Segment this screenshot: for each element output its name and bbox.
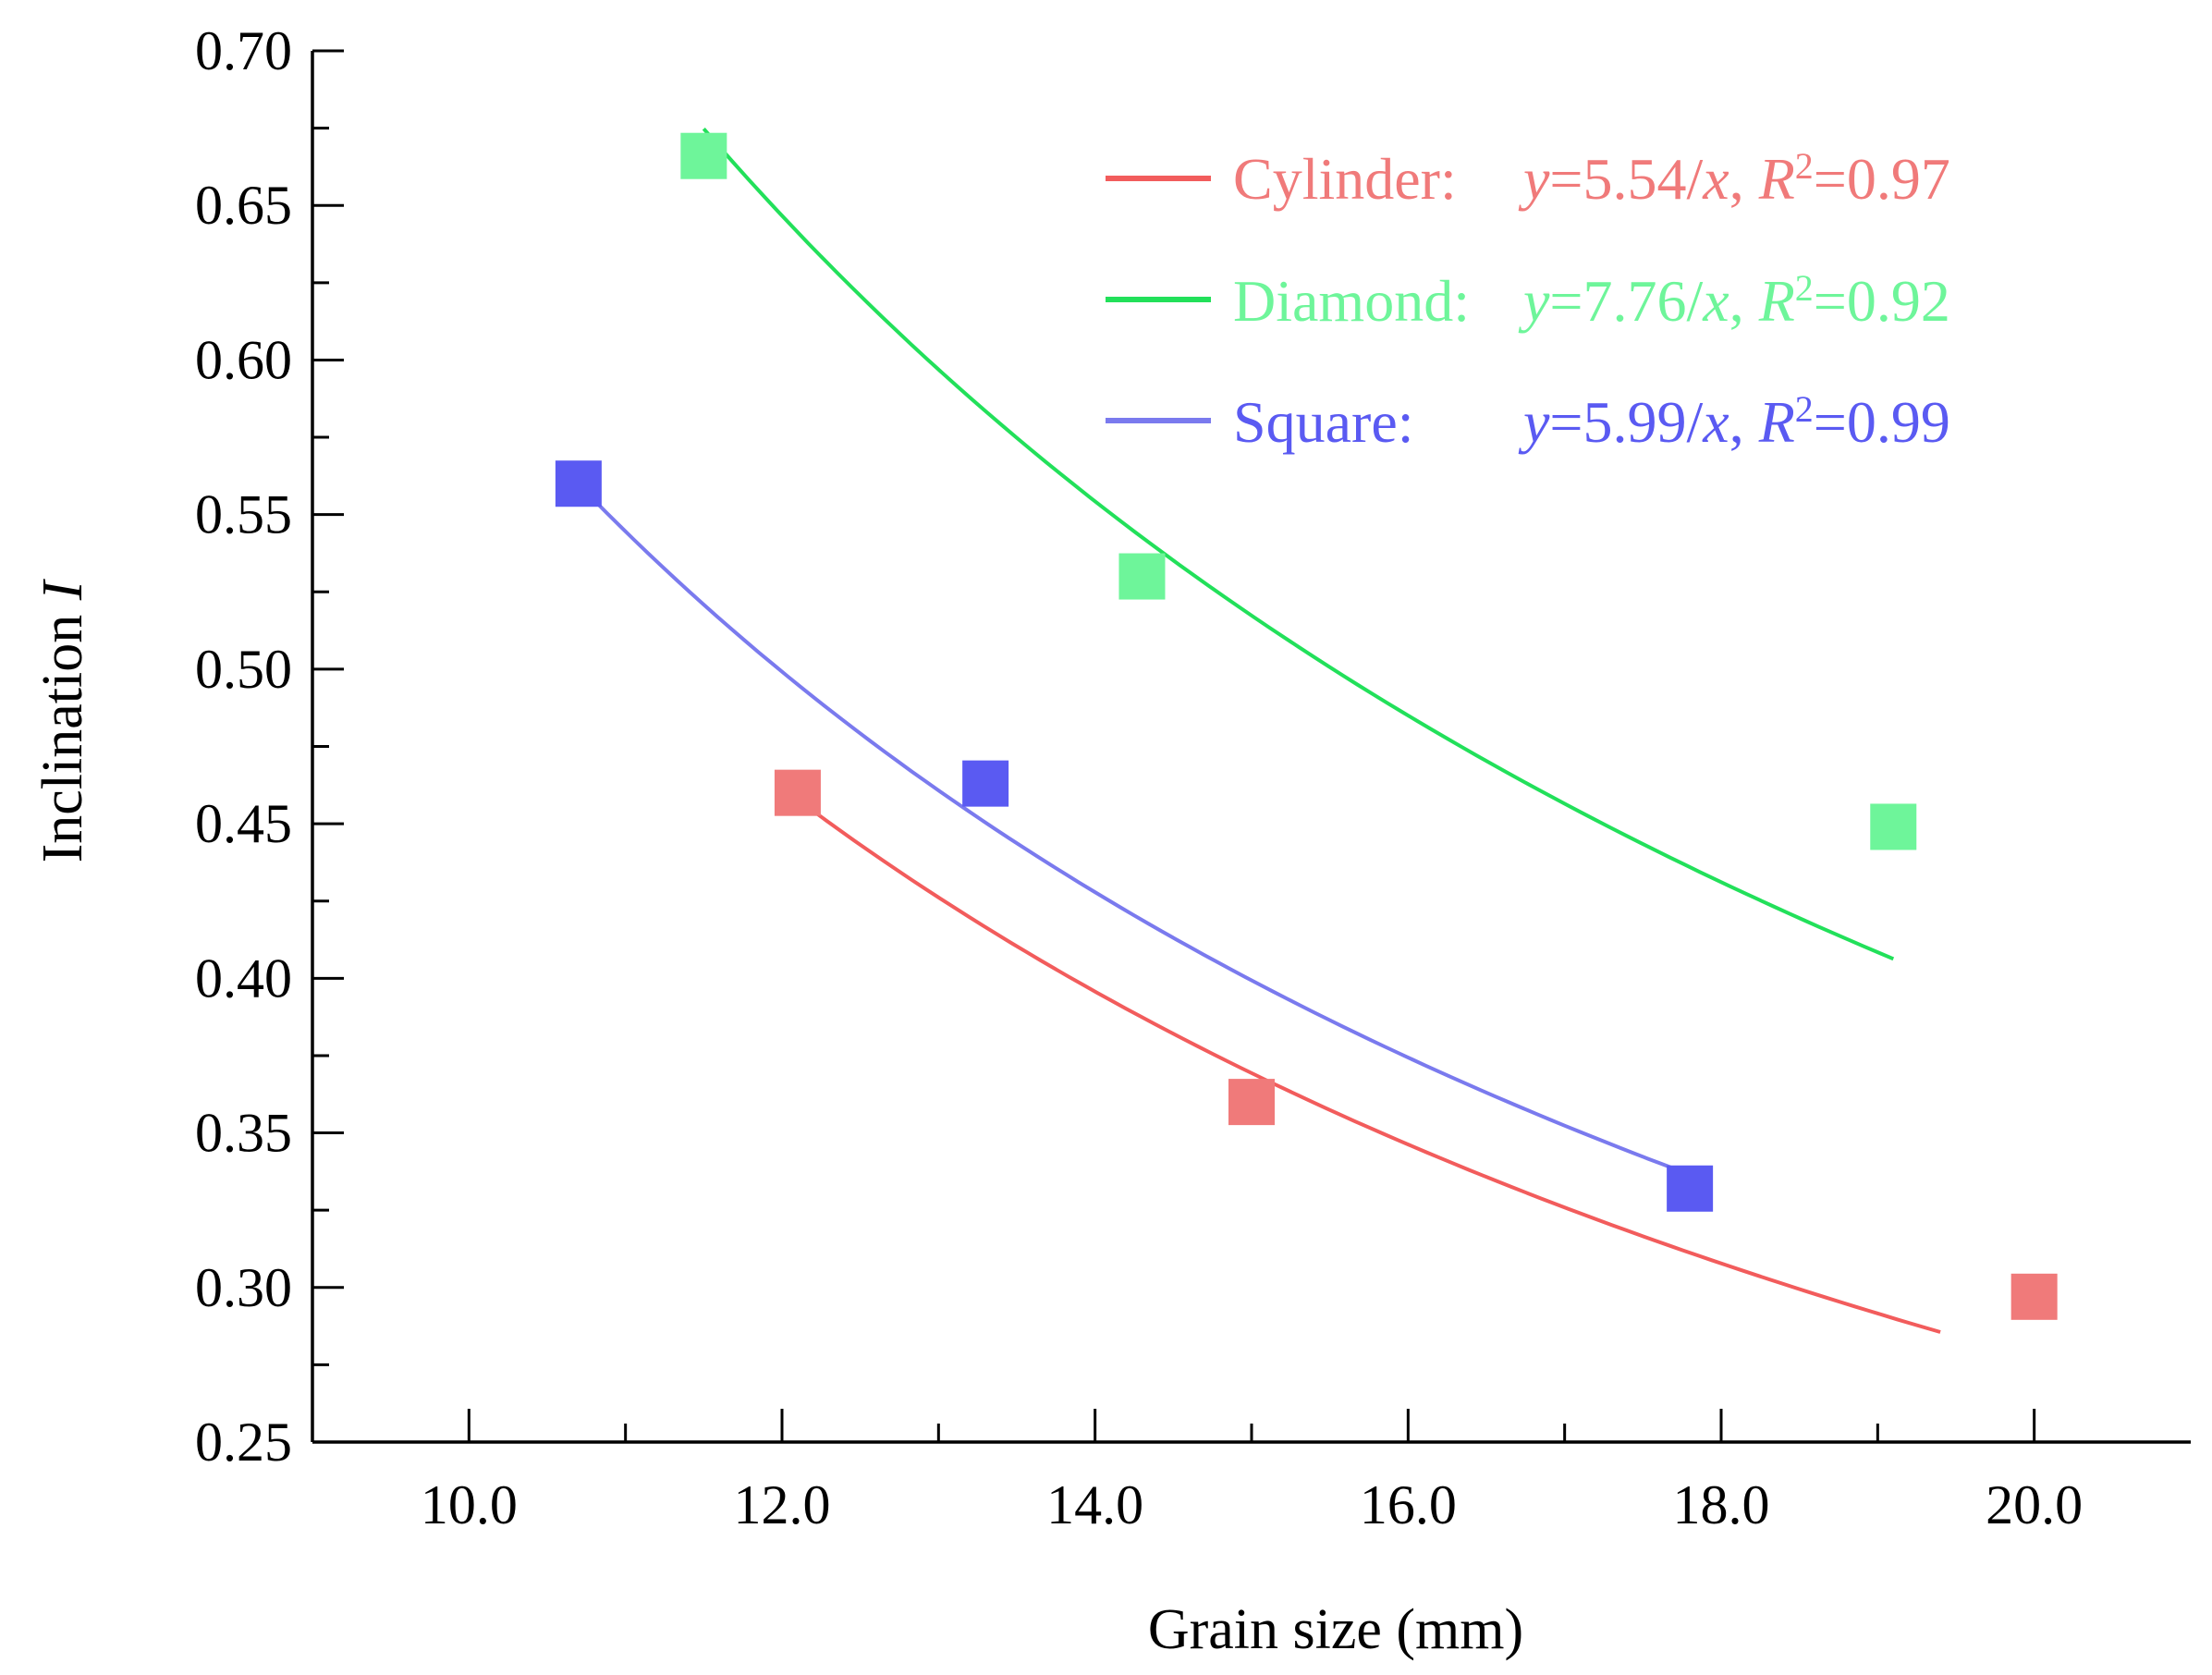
legend: Cylinder: y=5.54/x, R2=0.97 Diamond: y=7… <box>1106 145 1950 455</box>
y-axis-title-main: Inclination <box>31 600 94 862</box>
y-tick-label: 0.35 <box>195 1103 292 1164</box>
y-tick-label: 0.45 <box>195 793 292 854</box>
y-tick-label: 0.60 <box>195 329 292 390</box>
y-tick-label: 0.40 <box>195 948 292 1009</box>
data-point-cylinder <box>774 769 821 816</box>
legend-entry-cylinder: Cylinder: y=5.54/x, R2=0.97 <box>1106 145 1950 212</box>
y-tick-label: 0.25 <box>195 1412 292 1473</box>
legend-label-diamond: Diamond: <box>1233 268 1470 334</box>
fit-curve-cylinder <box>796 798 1941 1334</box>
fit-curve-square <box>577 483 1691 1177</box>
axes-group <box>311 49 2191 1444</box>
legend-label-cylinder: Cylinder: <box>1233 146 1457 212</box>
y-tick-label: 0.65 <box>195 175 292 236</box>
legend-equation-square: y=5.99/x, R2=0.99 <box>1518 388 1950 455</box>
data-point-square <box>555 460 602 507</box>
legend-entry-diamond: Diamond: y=7.76/x, R2=0.92 <box>1106 267 1950 334</box>
data-point-cylinder <box>1228 1079 1275 1126</box>
data-point-diamond <box>1118 553 1166 600</box>
y-tick-label: 0.30 <box>195 1257 292 1318</box>
y-axis-title-var: I <box>31 578 94 601</box>
x-tick-label: 12.0 <box>734 1474 831 1535</box>
data-points-group <box>555 132 2058 1320</box>
legend-equation-diamond: y=7.76/x, R2=0.92 <box>1518 267 1950 334</box>
y-tick-label: 0.55 <box>195 484 292 545</box>
y-axis-title: Inclination I <box>31 578 94 862</box>
x-axis-title: Grain size (mm) <box>1148 1598 1523 1661</box>
y-tick-label: 0.50 <box>195 639 292 700</box>
data-point-cylinder <box>2010 1273 2058 1320</box>
fit-curve-diamond <box>702 127 1895 961</box>
x-tick-label: 20.0 <box>1986 1474 2083 1535</box>
fit-curves-group <box>577 127 1941 1334</box>
y-tick-label: 0.70 <box>195 20 292 81</box>
x-tick-label: 16.0 <box>1360 1474 1457 1535</box>
legend-entry-square: Square: y=5.99/x, R2=0.99 <box>1106 388 1950 455</box>
legend-equation-cylinder: y=5.54/x, R2=0.97 <box>1518 145 1950 212</box>
data-point-diamond <box>1870 803 1917 850</box>
data-point-square <box>1667 1165 1714 1212</box>
data-point-square <box>962 760 1009 807</box>
tick-labels-group: 0.25 0.30 0.35 0.40 0.45 0.50 0.55 0.60 0.65 0.70… <box>195 20 2083 1535</box>
x-tick-label: 14.0 <box>1046 1474 1143 1535</box>
x-tick-label: 18.0 <box>1673 1474 1770 1535</box>
data-point-diamond <box>680 132 727 179</box>
x-tick-label: 10.0 <box>421 1474 518 1535</box>
legend-label-square: Square: <box>1233 389 1414 455</box>
